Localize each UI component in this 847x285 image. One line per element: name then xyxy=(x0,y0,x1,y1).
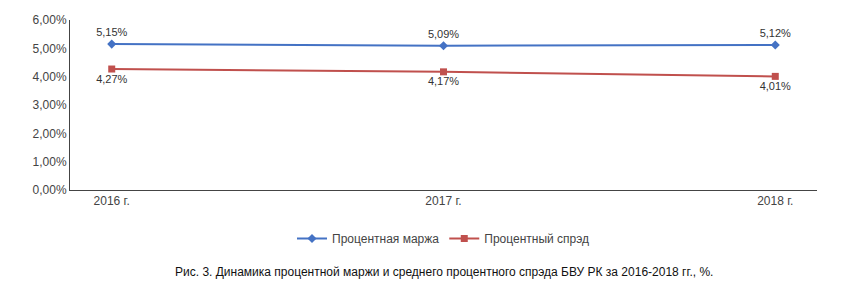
svg-text:2,00%: 2,00% xyxy=(33,127,67,141)
svg-text:5,09%: 5,09% xyxy=(428,28,459,40)
svg-text:4,17%: 4,17% xyxy=(428,75,459,87)
svg-text:5,12%: 5,12% xyxy=(760,27,791,39)
svg-text:4,01%: 4,01% xyxy=(760,80,791,92)
svg-text:4,27%: 4,27% xyxy=(96,73,127,85)
svg-text:Процентный спрэд: Процентный спрэд xyxy=(484,232,589,246)
svg-text:2016 г.: 2016 г. xyxy=(94,194,130,208)
svg-text:1,00%: 1,00% xyxy=(33,155,67,169)
svg-text:3,00%: 3,00% xyxy=(33,98,67,112)
svg-text:Процентная маржа: Процентная маржа xyxy=(332,232,439,246)
svg-text:2018 г.: 2018 г. xyxy=(757,194,793,208)
svg-text:Рис. 3. Динамика процентной ма: Рис. 3. Динамика процентной маржи и сред… xyxy=(175,265,713,279)
svg-text:6,00%: 6,00% xyxy=(33,13,67,27)
svg-text:5,15%: 5,15% xyxy=(96,26,127,38)
svg-text:5,00%: 5,00% xyxy=(33,42,67,56)
svg-text:4,00%: 4,00% xyxy=(33,70,67,84)
svg-text:2017 г.: 2017 г. xyxy=(425,194,461,208)
svg-text:0,00%: 0,00% xyxy=(33,183,67,197)
